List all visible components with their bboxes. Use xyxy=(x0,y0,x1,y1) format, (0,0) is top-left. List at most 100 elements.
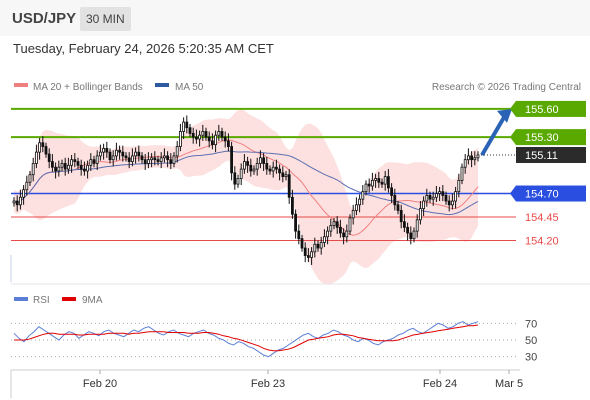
candle-body xyxy=(130,155,134,162)
candle-body xyxy=(51,161,54,168)
candle-body xyxy=(287,174,291,198)
candle-body xyxy=(150,157,154,161)
candle-body xyxy=(95,155,99,164)
candle-body xyxy=(25,181,29,191)
rsi-ma-legend-swatch xyxy=(62,297,76,301)
candle-body xyxy=(89,159,93,166)
candle-body xyxy=(156,159,160,162)
candle-body xyxy=(198,134,202,140)
rsi-legend-swatch xyxy=(14,297,28,301)
candle-body xyxy=(332,221,336,226)
candle-body xyxy=(396,204,400,211)
candle-body xyxy=(143,159,147,164)
candle-body xyxy=(303,247,307,256)
candle-body xyxy=(454,191,458,202)
candle-body xyxy=(210,140,214,146)
candle-body xyxy=(418,208,422,221)
candle-body xyxy=(217,131,221,136)
candle-body xyxy=(166,155,170,161)
candle-body xyxy=(316,243,320,249)
candle-body xyxy=(115,149,118,157)
candle-body xyxy=(134,151,138,157)
candle-body xyxy=(402,221,406,228)
candle-body xyxy=(284,174,288,178)
candle-body xyxy=(444,194,448,202)
candle-body xyxy=(194,136,198,140)
rsi-tick-30: 30 xyxy=(525,352,537,364)
candle-body xyxy=(73,159,77,162)
level-tag-pointer-155-30 xyxy=(510,129,516,146)
candle-body xyxy=(124,155,128,159)
candle-body xyxy=(28,174,32,183)
candle-body xyxy=(386,176,390,189)
candle-body xyxy=(338,226,342,234)
candle-body xyxy=(18,196,22,206)
candle-body xyxy=(278,168,282,174)
candle-body xyxy=(335,221,339,228)
candle-body xyxy=(140,155,144,161)
candle-body xyxy=(274,166,278,170)
candle-body xyxy=(35,151,38,164)
x-tick-label-Mar-5: Mar 5 xyxy=(495,378,523,390)
candle-body xyxy=(380,181,384,185)
level-label-154-20: 154.20 xyxy=(525,236,559,248)
candle-body xyxy=(438,191,442,194)
candle-body xyxy=(159,157,163,162)
rsi-tick-50: 50 xyxy=(525,335,537,347)
candle-body xyxy=(470,155,474,161)
candle-body xyxy=(57,166,61,172)
candle-body xyxy=(258,157,262,164)
candle-body xyxy=(182,121,186,132)
candle-body xyxy=(67,164,70,170)
candle-body xyxy=(354,204,358,211)
candle-body xyxy=(268,168,272,172)
candle-body xyxy=(262,157,266,164)
candle-body xyxy=(450,200,454,206)
candle-body xyxy=(118,149,121,153)
candle-body xyxy=(374,178,378,181)
timeframe-badge[interactable]: 30 MIN xyxy=(80,7,131,31)
current-price-tag xyxy=(516,146,586,163)
bollinger-legend-label: MA 20 + Bollinger Bands xyxy=(33,82,143,93)
rsi-ma-legend-label: 9MA xyxy=(82,295,103,306)
level-label-154-45: 154.45 xyxy=(525,212,559,224)
candle-body xyxy=(348,217,352,232)
candle-body xyxy=(306,255,310,258)
candle-body xyxy=(460,166,464,181)
candle-body xyxy=(204,131,208,138)
level-label-155-30: 155.30 xyxy=(525,132,559,144)
candle-body xyxy=(12,200,16,204)
candle-body xyxy=(70,159,73,166)
candle-body xyxy=(185,121,189,129)
candle-body xyxy=(220,131,224,138)
candle-body xyxy=(342,232,346,238)
candle-body xyxy=(281,172,285,177)
candle-body xyxy=(466,155,470,161)
candle-body xyxy=(441,191,445,196)
chart-header: USD/JPY 30 MIN xyxy=(0,0,590,36)
candle-body xyxy=(447,200,451,206)
candle-body xyxy=(162,155,166,159)
candle-body xyxy=(172,155,176,164)
candle-body xyxy=(230,146,234,174)
candle-body xyxy=(233,172,237,185)
watermark: Research © 2026 Trading Central xyxy=(432,82,581,93)
candle-body xyxy=(351,210,355,219)
candle-body xyxy=(383,176,387,185)
candle-body xyxy=(412,230,416,240)
candle-body xyxy=(108,151,112,161)
candle-body xyxy=(223,136,227,142)
level-tag-155-60 xyxy=(516,100,586,117)
symbol-title: USD/JPY xyxy=(12,10,77,27)
ma50-legend-swatch xyxy=(155,83,169,87)
candle-body xyxy=(201,131,205,136)
rsi-legend-label: RSI xyxy=(33,295,50,306)
candle-body xyxy=(422,200,426,209)
level-tag-155-30 xyxy=(516,129,586,146)
candle-body xyxy=(207,136,211,142)
candle-body xyxy=(364,183,368,193)
x-tick-label-Feb-23: Feb 23 xyxy=(251,378,285,390)
candle-body xyxy=(38,142,41,153)
candle-body xyxy=(31,163,35,176)
candle-body xyxy=(127,157,131,162)
